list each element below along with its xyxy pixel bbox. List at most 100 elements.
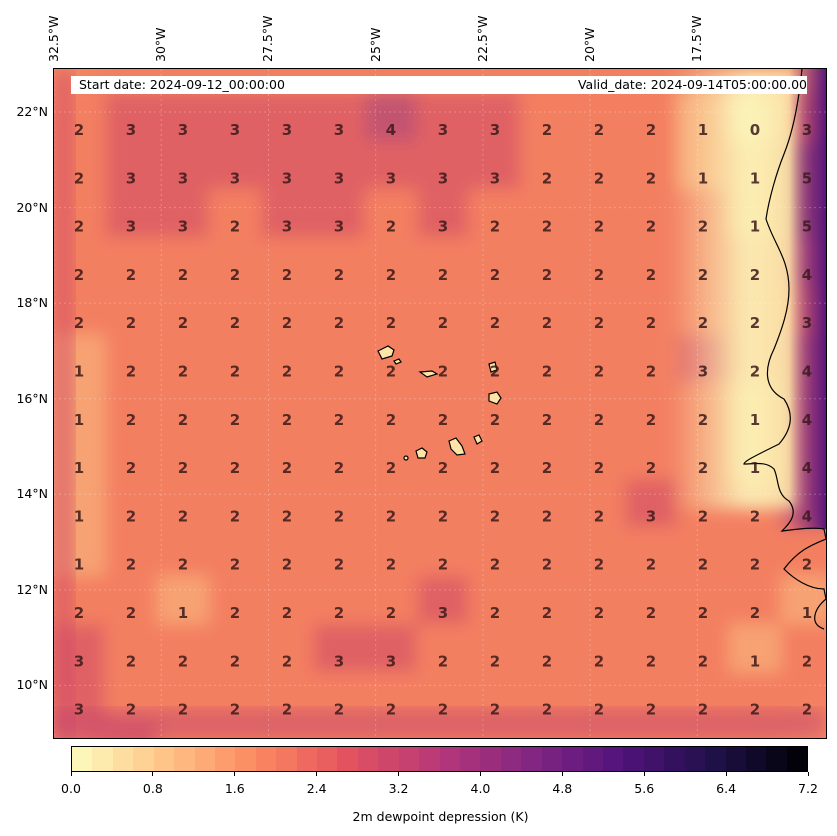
grid-value: 3 — [282, 169, 292, 187]
grid-value: 3 — [334, 652, 344, 670]
grid-value: 1 — [750, 652, 760, 670]
grid-value: 2 — [490, 411, 500, 429]
grid-value: 1 — [802, 604, 812, 622]
grid-value: 3 — [386, 169, 396, 187]
grid-value: 2 — [178, 556, 188, 574]
colorbar-segment — [684, 747, 706, 771]
grid-value: 2 — [438, 411, 448, 429]
grid-value: 2 — [282, 314, 292, 332]
colorbar-segment — [255, 747, 277, 771]
colorbar-segment — [357, 747, 379, 771]
grid-value: 1 — [750, 459, 760, 477]
grid-value: 2 — [490, 652, 500, 670]
grid-value: 2 — [334, 314, 344, 332]
grid-value: 2 — [126, 507, 136, 525]
coastal-dark-band — [789, 69, 826, 529]
grid-value: 2 — [698, 701, 708, 719]
grid-value: 3 — [230, 121, 240, 139]
colorbar-tick — [643, 772, 645, 776]
grid-value: 2 — [542, 169, 552, 187]
colorbar-segment — [623, 747, 644, 771]
grid-value: 3 — [646, 507, 656, 525]
colorbar-segment — [500, 747, 522, 771]
latitude-label: 22°N — [16, 104, 48, 119]
grid-value: 2 — [126, 363, 136, 381]
grid-value: 2 — [74, 218, 84, 236]
colorbar-segment — [766, 747, 787, 771]
colorbar-segment — [112, 747, 134, 771]
grid-value: 5 — [802, 218, 812, 236]
grid-value: 2 — [282, 604, 292, 622]
grid-value: 2 — [646, 459, 656, 477]
grid-value: 2 — [490, 266, 500, 284]
grid-value: 2 — [230, 314, 240, 332]
grid-value: 2 — [178, 363, 188, 381]
grid-value: 2 — [178, 652, 188, 670]
grid-value: 2 — [74, 604, 84, 622]
grid-value: 2 — [438, 363, 448, 381]
colorbar-tick — [725, 772, 727, 776]
longitude-label: 20°W — [582, 27, 598, 62]
grid-value: 1 — [750, 411, 760, 429]
grid-value: 2 — [386, 507, 396, 525]
colorbar-tick — [70, 772, 72, 776]
grid-value: 3 — [282, 218, 292, 236]
grid-value: 0 — [750, 121, 760, 139]
grid-value: 2 — [334, 604, 344, 622]
grid-value: 2 — [282, 411, 292, 429]
grid-value: 2 — [646, 411, 656, 429]
grid-value: 5 — [802, 169, 812, 187]
colorbar-tick-label: 4.8 — [552, 781, 573, 796]
grid-value: 2 — [646, 652, 656, 670]
grid-value: 2 — [750, 556, 760, 574]
grid-value: 2 — [230, 363, 240, 381]
grid-value: 3 — [282, 121, 292, 139]
colorbar-tick-label: 5.6 — [634, 781, 655, 796]
grid-value: 2 — [282, 266, 292, 284]
grid-value: 2 — [542, 652, 552, 670]
colorbar-segment — [460, 747, 481, 771]
grid-value: 2 — [334, 363, 344, 381]
grid-value: 2 — [282, 363, 292, 381]
colorbar-segment — [562, 747, 583, 771]
grid-value: 2 — [542, 459, 552, 477]
grid-value: 2 — [542, 556, 552, 574]
grid-value: 1 — [74, 411, 84, 429]
grid-value: 2 — [646, 604, 656, 622]
colorbar-segment — [235, 747, 256, 771]
grid-value: 1 — [74, 507, 84, 525]
grid-value: 2 — [126, 701, 136, 719]
colorbar-tick — [152, 772, 154, 776]
grid-value: 2 — [490, 363, 500, 381]
grid-value: 2 — [126, 266, 136, 284]
grid-value: 3 — [126, 218, 136, 236]
island-sao-nicolau — [418, 370, 439, 378]
longitude-label: 27.5°W — [260, 15, 276, 62]
grid-value: 2 — [334, 556, 344, 574]
grid-value: 2 — [698, 604, 708, 622]
colorbar-tick-label: 0.8 — [142, 781, 163, 796]
grid-value: 3 — [438, 604, 448, 622]
grid-value: 2 — [230, 507, 240, 525]
grid-value: 2 — [646, 121, 656, 139]
grid-value: 1 — [698, 121, 708, 139]
grid-value: 2 — [230, 218, 240, 236]
grid-value: 2 — [74, 266, 84, 284]
grid-value: 2 — [386, 411, 396, 429]
grid-value: 2 — [490, 604, 500, 622]
grid-value: 3 — [802, 121, 812, 139]
grid-value: 1 — [74, 363, 84, 381]
grid-value: 2 — [750, 507, 760, 525]
grid-value: 2 — [594, 459, 604, 477]
colorbar-segment — [378, 747, 399, 771]
grid-value: 2 — [386, 218, 396, 236]
colorbar-tick — [807, 772, 809, 776]
grid-value: 2 — [646, 701, 656, 719]
valid-date-label: Valid_date: 2024-09-14T05:00:00.00 — [577, 76, 807, 94]
grid-value: 2 — [282, 701, 292, 719]
grid-value: 2 — [178, 701, 188, 719]
grid-value: 2 — [282, 507, 292, 525]
colorbar-tick — [479, 772, 481, 776]
grid-value: 2 — [490, 701, 500, 719]
grid-value: 2 — [282, 459, 292, 477]
